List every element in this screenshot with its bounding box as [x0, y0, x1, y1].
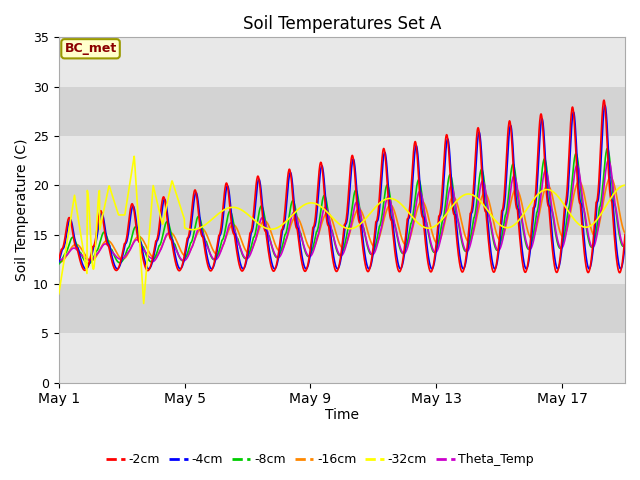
Bar — [59, 333, 625, 383]
Legend: -2cm, -4cm, -8cm, -16cm, -32cm, Theta_Temp: -2cm, -4cm, -8cm, -16cm, -32cm, Theta_Te… — [101, 448, 539, 471]
Bar — [59, 37, 625, 87]
Bar — [59, 235, 625, 284]
Y-axis label: Soil Temperature (C): Soil Temperature (C) — [15, 139, 29, 281]
Bar — [59, 284, 625, 333]
Bar — [59, 185, 625, 235]
Title: Soil Temperatures Set A: Soil Temperatures Set A — [243, 15, 441, 33]
Bar — [59, 136, 625, 185]
Bar — [59, 87, 625, 136]
X-axis label: Time: Time — [325, 408, 359, 422]
Text: BC_met: BC_met — [65, 42, 116, 55]
